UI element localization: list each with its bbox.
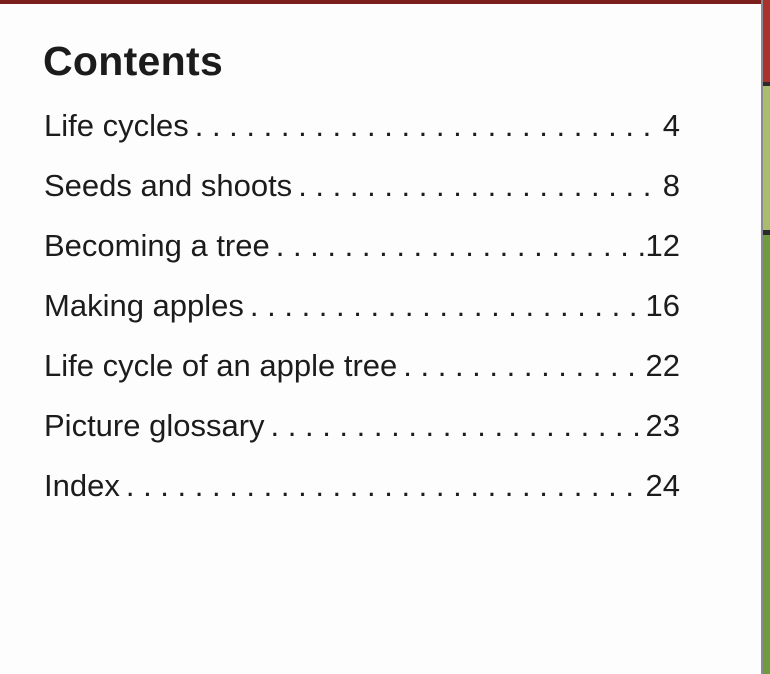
toc-entry[interactable]: Life cycles 4	[44, 108, 680, 168]
table-of-contents: Life cycles 4 Seeds and shoots 8 Becoming …	[44, 108, 680, 528]
toc-page-number: 4	[662, 108, 680, 143]
toc-entry[interactable]: Making apples 16	[44, 288, 680, 348]
toc-page-number: 22	[645, 348, 680, 383]
dot-leader	[271, 408, 644, 444]
toc-entry-label: Picture glossary	[44, 408, 265, 443]
toc-page-number: 8	[662, 168, 680, 203]
dot-leader	[126, 468, 644, 504]
edge-green-light-tab	[762, 86, 770, 230]
toc-entry[interactable]: Index 24	[44, 468, 680, 528]
top-edge-strip	[0, 0, 770, 4]
edge-green-tab	[762, 235, 770, 674]
dot-leader	[298, 168, 661, 204]
toc-entry[interactable]: Becoming a tree 12	[44, 228, 680, 288]
toc-entry-label: Becoming a tree	[44, 228, 270, 263]
dot-leader	[250, 288, 644, 324]
toc-entry-label: Life cycle of an apple tree	[44, 348, 398, 383]
toc-entry[interactable]: Seeds and shoots 8	[44, 168, 680, 228]
toc-entry[interactable]: Picture glossary 23	[44, 408, 680, 468]
dot-leader	[195, 108, 661, 144]
toc-page-number: 16	[645, 288, 680, 323]
toc-entry-label: Seeds and shoots	[44, 168, 293, 203]
dot-leader	[403, 348, 643, 384]
edge-divider	[762, 82, 770, 86]
toc-entry-label: Index	[44, 468, 120, 503]
toc-page-number: 12	[645, 228, 680, 263]
dot-leader	[276, 228, 644, 264]
edge-red-tab	[762, 0, 770, 82]
toc-page-number: 24	[645, 468, 680, 503]
toc-page-number: 23	[645, 408, 680, 443]
page-edge	[761, 0, 763, 674]
page-title: Contents	[43, 38, 224, 84]
edge-divider	[762, 230, 770, 235]
toc-entry[interactable]: Life cycle of an apple tree 22	[44, 348, 680, 408]
toc-entry-label: Making apples	[44, 288, 244, 323]
toc-entry-label: Life cycles	[44, 108, 189, 143]
